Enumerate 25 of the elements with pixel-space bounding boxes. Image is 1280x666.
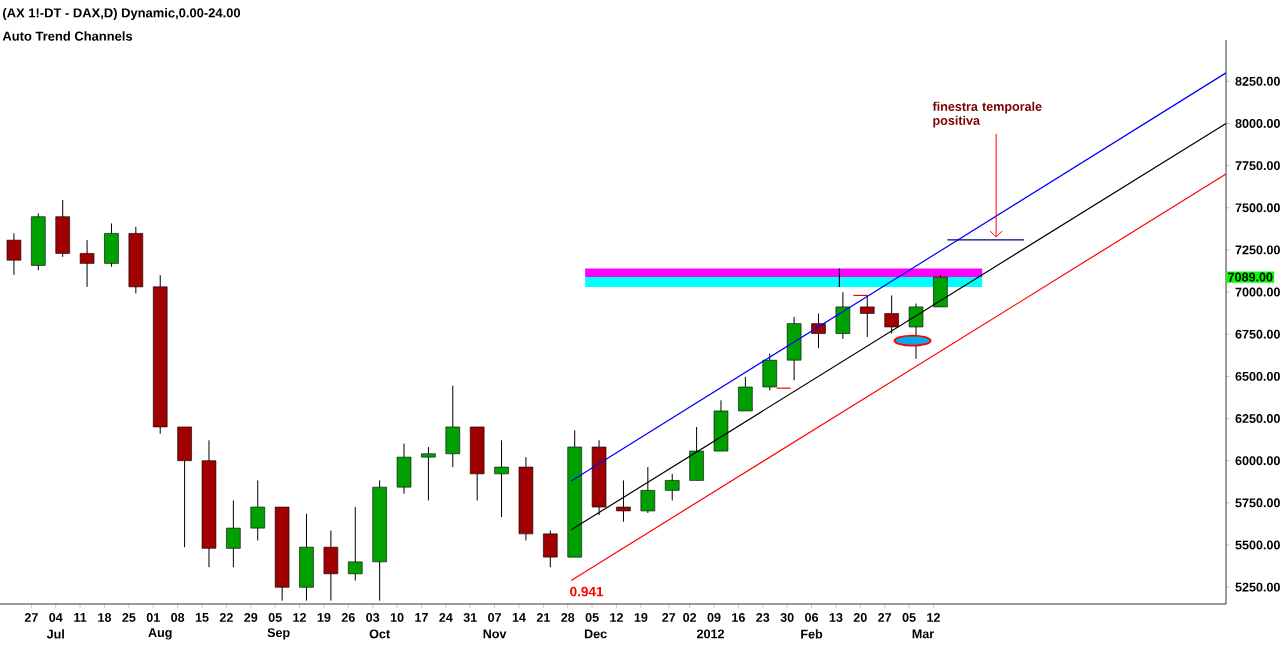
candlestick	[738, 376, 753, 412]
candlestick	[396, 443, 412, 495]
candlestick	[177, 426, 192, 548]
candlestick	[884, 294, 899, 335]
candlestick	[786, 316, 802, 381]
candlestick	[494, 439, 509, 518]
candlestick	[933, 274, 948, 308]
candlestick	[664, 473, 680, 501]
candlestick	[421, 446, 436, 501]
candlestick	[469, 426, 485, 501]
candlestick	[55, 199, 70, 258]
candlestick	[79, 239, 95, 288]
candlestick	[713, 399, 729, 452]
candlestick	[640, 466, 656, 514]
candlestick	[250, 479, 265, 541]
candlestick	[445, 385, 461, 468]
candlestick	[104, 222, 119, 268]
candlestick	[6, 232, 22, 276]
candlestick	[616, 479, 631, 523]
candlestick	[543, 529, 558, 568]
candlestick	[908, 303, 924, 360]
candlestick	[835, 291, 851, 340]
candlestick	[689, 426, 704, 481]
candlestick	[348, 506, 363, 582]
candlestick	[226, 499, 241, 568]
